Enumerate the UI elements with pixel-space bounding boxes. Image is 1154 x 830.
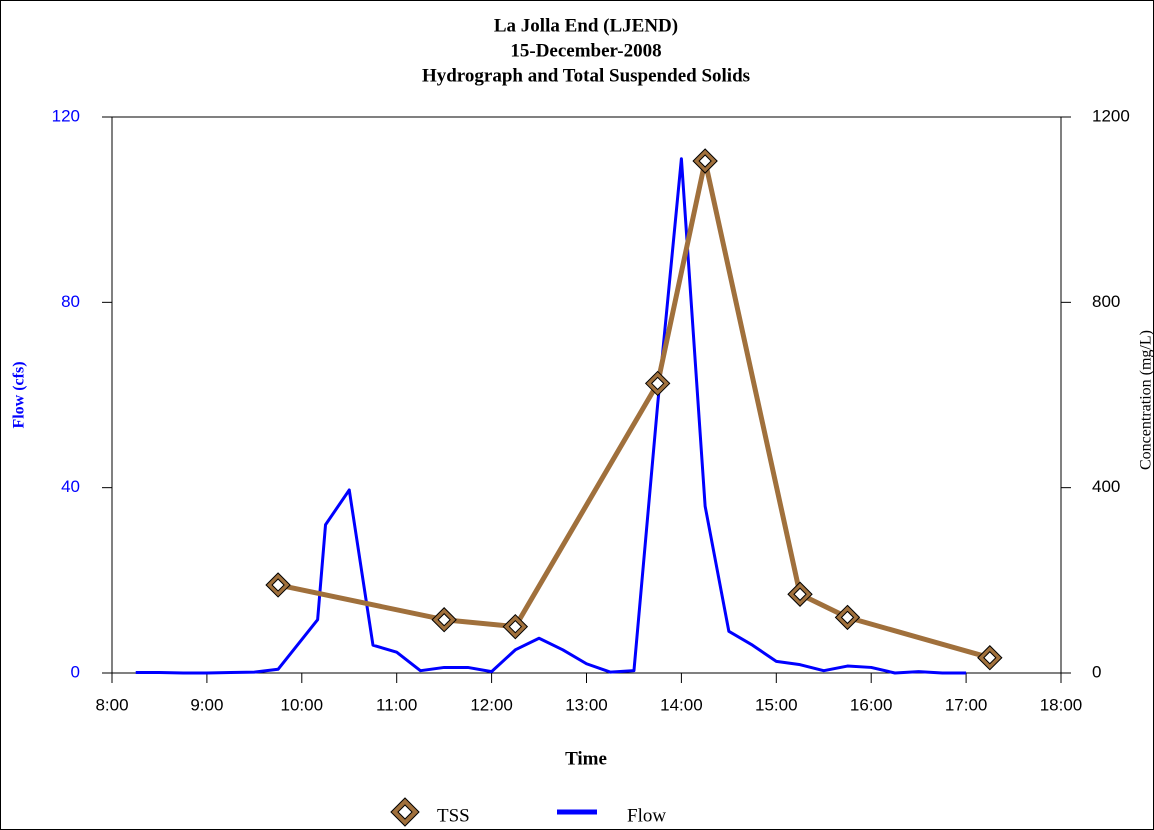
x-tick-label: 10:00 bbox=[281, 695, 324, 714]
tss-marker bbox=[692, 148, 718, 174]
tss-marker bbox=[644, 370, 671, 397]
tss-marker bbox=[502, 613, 529, 640]
x-tick-label: 8:00 bbox=[95, 695, 128, 714]
y2-tick-label: 0 bbox=[1092, 662, 1101, 681]
legend-marker bbox=[397, 804, 413, 820]
marker-inner bbox=[698, 154, 712, 168]
x-tick-label: 13:00 bbox=[565, 695, 608, 714]
marker-inner bbox=[983, 651, 997, 665]
y-tick-label: 40 bbox=[61, 477, 80, 496]
tss-marker bbox=[431, 607, 457, 633]
marker-inner bbox=[271, 578, 285, 592]
chart-title: La Jolla End (LJEND) bbox=[494, 15, 678, 36]
y-tick-label: 0 bbox=[71, 662, 80, 681]
x-tick-label: 11:00 bbox=[376, 695, 417, 714]
chart-subtitle: 15-December-2008 bbox=[510, 40, 661, 61]
marker-inner bbox=[793, 587, 807, 601]
marker-inner bbox=[650, 376, 665, 391]
marker-inner bbox=[508, 619, 523, 634]
tss-marker bbox=[265, 572, 291, 598]
x-tick-label: 9:00 bbox=[190, 695, 223, 714]
tss-marker bbox=[787, 581, 813, 607]
y-axis-label: Flow (cfs) bbox=[11, 361, 28, 428]
chart-subtitle: Hydrograph and Total Suspended Solids bbox=[422, 65, 750, 86]
x-tick-label: 15:00 bbox=[755, 695, 798, 714]
legend-label: Flow bbox=[627, 805, 666, 826]
y2-tick-label: 400 bbox=[1092, 477, 1120, 496]
marker-inner bbox=[840, 610, 855, 625]
y-tick-label: 80 bbox=[61, 292, 80, 311]
x-tick-label: 14:00 bbox=[660, 695, 703, 714]
y-tick-label: 120 bbox=[52, 106, 80, 125]
x-tick-label: 17:00 bbox=[945, 695, 988, 714]
x-tick-label: 16:00 bbox=[850, 695, 893, 714]
x-tick-label: 18:00 bbox=[1040, 695, 1083, 714]
y2-axis-label: Concentration (mg/L) bbox=[1138, 330, 1154, 470]
marker-inner bbox=[437, 613, 451, 627]
tss-marker bbox=[977, 645, 1003, 671]
x-axis-label: Time bbox=[565, 748, 607, 769]
x-tick-label: 12:00 bbox=[470, 695, 513, 714]
tss-marker bbox=[834, 604, 861, 631]
y2-tick-label: 1200 bbox=[1092, 106, 1130, 125]
legend-label: TSS bbox=[437, 805, 470, 826]
y2-tick-label: 800 bbox=[1092, 292, 1120, 311]
series-line bbox=[135, 157, 967, 675]
